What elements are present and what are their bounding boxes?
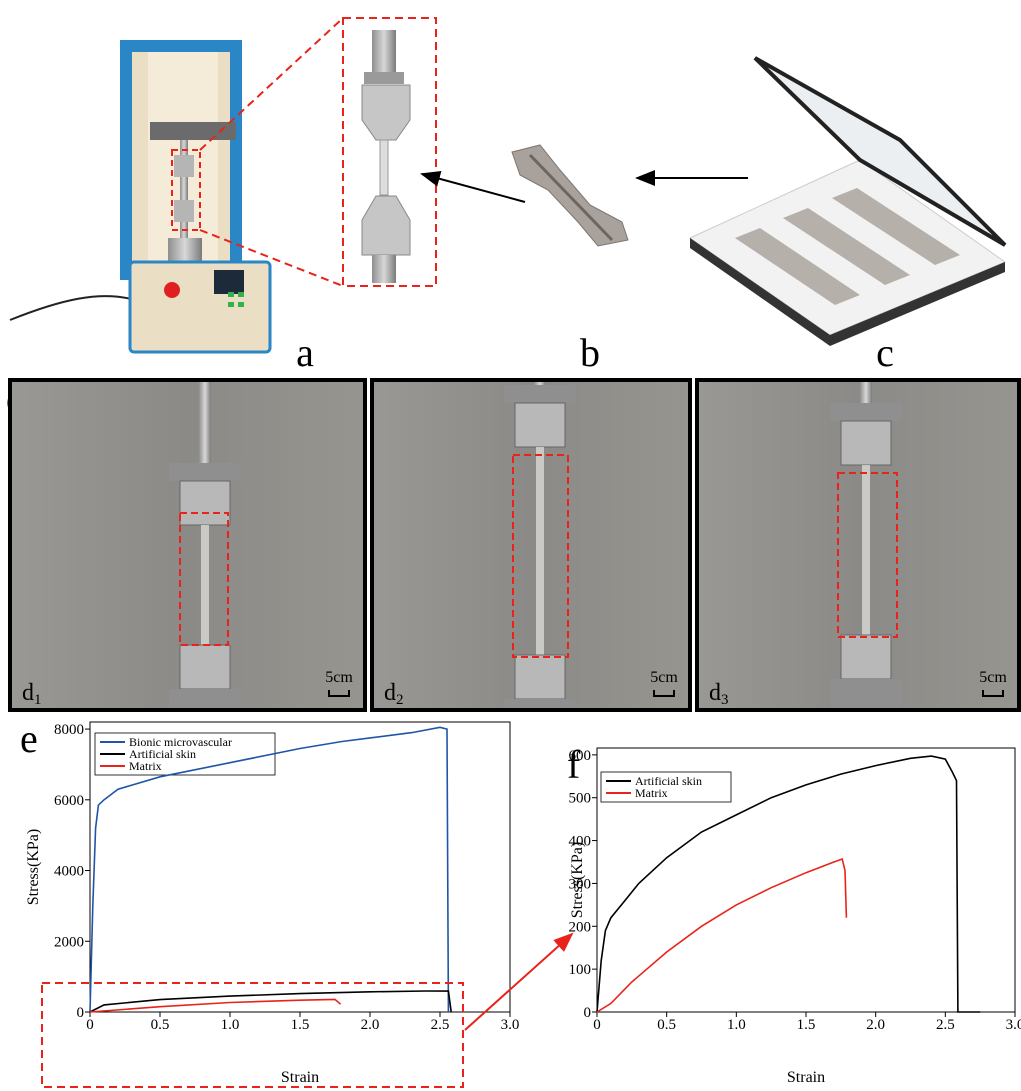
photo-letter: d xyxy=(709,680,721,706)
x-tick-label: 2.5 xyxy=(936,1017,955,1033)
y-tick-label: 0 xyxy=(77,1005,85,1021)
x-tick-label: 2.0 xyxy=(866,1017,885,1033)
zoom-box xyxy=(42,983,463,1087)
upper-clamp xyxy=(830,403,902,421)
page: a b c d d15cmd25cmd35cm 00.51.01.52.02.5… xyxy=(0,0,1021,1091)
rod xyxy=(860,380,872,403)
panel-label: a xyxy=(296,330,314,375)
y-tick-label: 0 xyxy=(584,1005,592,1021)
x-tick-label: 0.5 xyxy=(657,1017,676,1033)
lower-clamp xyxy=(169,689,241,710)
y-tick-label: 6000 xyxy=(54,793,84,809)
photo: d3 5cm xyxy=(697,380,1019,710)
mold-illustration xyxy=(690,58,1005,346)
panel-label: e xyxy=(20,716,38,761)
data-line xyxy=(90,999,341,1012)
x-axis-title: Strain xyxy=(787,1069,825,1086)
scale-label: 5cm xyxy=(325,669,353,686)
x-tick-label: 1.5 xyxy=(291,1017,310,1033)
x-tick-label: 0 xyxy=(593,1017,601,1033)
x-tick-label: 0 xyxy=(86,1017,94,1033)
x-tick-label: 2.5 xyxy=(431,1017,450,1033)
sample xyxy=(862,465,870,635)
photo-subscript: 3 xyxy=(721,692,729,708)
x-tick-label: 1.0 xyxy=(727,1017,746,1033)
rod xyxy=(199,380,211,463)
lower-clamp xyxy=(830,679,902,710)
x-tick-label: 3.0 xyxy=(501,1017,520,1033)
photo: d2 5cm xyxy=(372,380,690,710)
sample xyxy=(201,525,209,645)
upper-grip xyxy=(841,421,891,465)
panel-label: b xyxy=(580,330,600,375)
y-axis-title: Stress(KPa) xyxy=(569,842,586,918)
legend-label: Matrix xyxy=(129,759,162,773)
upper-clamp xyxy=(169,463,241,481)
legend-label: Matrix xyxy=(635,786,668,800)
y-tick-label: 500 xyxy=(569,791,592,807)
figure: a b c d d15cmd25cmd35cm 00.51.01.52.02.5… xyxy=(0,0,1021,1091)
upper-clamp xyxy=(504,385,576,403)
panel-label: f xyxy=(567,742,581,787)
scale-label: 5cm xyxy=(650,669,678,686)
lower-grip xyxy=(841,635,891,679)
x-tick-label: 3.0 xyxy=(1006,1017,1021,1033)
photo-subscript: 2 xyxy=(396,692,404,708)
x-tick-label: 0.5 xyxy=(151,1017,170,1033)
x-axis-title: Strain xyxy=(281,1069,319,1086)
y-tick-label: 2000 xyxy=(54,934,84,950)
x-tick-label: 1.5 xyxy=(797,1017,816,1033)
machine-illustration xyxy=(10,18,525,352)
y-tick-label: 100 xyxy=(569,962,592,978)
photo: d1 5cm xyxy=(10,380,365,710)
y-axis-title: Stress(KPa) xyxy=(25,829,42,905)
lower-grip xyxy=(515,655,565,699)
x-tick-label: 2.0 xyxy=(361,1017,380,1033)
lower-grip xyxy=(180,645,230,689)
zoom-arrow xyxy=(465,934,572,1030)
y-tick-label: 200 xyxy=(569,919,592,935)
photo-letter: d xyxy=(22,680,34,706)
y-tick-label: 8000 xyxy=(54,722,84,738)
upper-grip xyxy=(515,403,565,447)
photo-subscript: 1 xyxy=(34,692,42,708)
upper-grip xyxy=(180,481,230,525)
sample xyxy=(536,447,544,655)
chart: 0 0.5 1.0 1.5 2.0 2.5 3.0 0 2000 4000 6000 8000 Stra… xyxy=(20,716,519,1086)
data-line xyxy=(597,859,846,1012)
y-tick-label: 4000 xyxy=(54,864,84,880)
x-tick-label: 1.0 xyxy=(221,1017,240,1033)
panel-label: c xyxy=(876,330,894,375)
scale-label: 5cm xyxy=(979,669,1007,686)
photo-letter: d xyxy=(384,680,396,706)
